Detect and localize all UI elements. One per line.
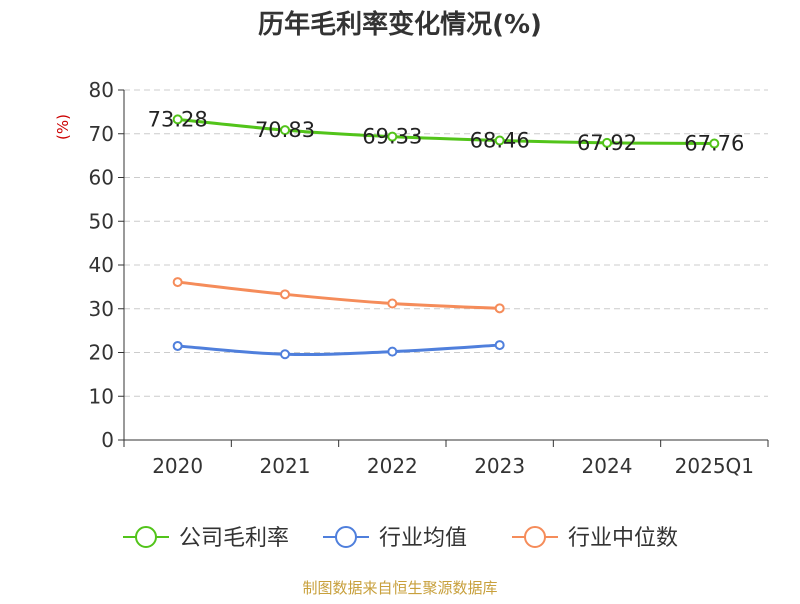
- data-point: [709, 138, 720, 149]
- footer-source: 制图数据来自恒生聚源数据库: [302, 579, 497, 597]
- series-line-3: [177, 280, 500, 310]
- series-line-1: [177, 117, 715, 146]
- series-line-2: [177, 343, 500, 357]
- x-tick-label: 2020: [152, 454, 203, 478]
- legend: 公司毛利率 行业均值 行业中位数: [123, 526, 678, 551]
- series-group: [172, 114, 720, 360]
- y-tick-label: 0: [101, 428, 114, 452]
- y-tick-label: 50: [89, 209, 114, 233]
- x-tick-label: 2023: [474, 454, 525, 478]
- y-tick-label: 40: [89, 253, 114, 277]
- data-label: 67.76: [684, 132, 744, 156]
- x-tick-label: 2021: [260, 454, 311, 478]
- legend-marker: [135, 526, 157, 548]
- legend-label: 行业中位数: [568, 526, 678, 551]
- data-point: [494, 135, 505, 146]
- data-labels: 73.28 70.83 69.33 68.46 67.92 67.76: [148, 107, 745, 155]
- data-point: [280, 125, 290, 136]
- grid-lines: [124, 89, 768, 397]
- data-point: [602, 137, 612, 148]
- data-label: 68.46: [470, 128, 530, 152]
- y-tick-label: 30: [89, 297, 114, 321]
- data-point: [494, 303, 505, 314]
- x-tick-label: 2022: [367, 454, 418, 478]
- data-point: [172, 114, 183, 125]
- y-tick-label: 60: [89, 166, 114, 190]
- data-point: [387, 131, 398, 142]
- legend-label: 行业均值: [379, 526, 467, 551]
- data-label: 69.33: [362, 125, 422, 149]
- y-tick-label: 70: [89, 122, 114, 146]
- axes: 0 10 20 30 40 50 60 70 80 2020 2021 2022 2023 2024 202…: [89, 78, 769, 478]
- data-point: [172, 277, 183, 288]
- data-label: 70.83: [255, 118, 315, 142]
- data-point: [280, 349, 290, 360]
- y-tick-label: 10: [89, 384, 114, 408]
- data-point: [280, 289, 290, 300]
- legend-marker: [335, 526, 357, 548]
- x-tick-label: 2025Q1: [675, 454, 754, 478]
- data-point: [172, 340, 183, 351]
- y-tick-label: 20: [89, 341, 114, 365]
- data-point: [387, 346, 398, 357]
- x-tick-label: 2024: [582, 454, 633, 478]
- y-axis-label: (%): [54, 114, 72, 140]
- data-label: 67.92: [577, 131, 637, 155]
- legend-label: 公司毛利率: [179, 526, 289, 551]
- data-point: [494, 340, 505, 351]
- data-label: 73.28: [148, 107, 208, 131]
- legend-marker: [524, 526, 546, 548]
- y-tick-label: 80: [89, 78, 114, 102]
- data-point: [387, 298, 398, 309]
- chart-title: 历年毛利率变化情况(%): [258, 9, 542, 40]
